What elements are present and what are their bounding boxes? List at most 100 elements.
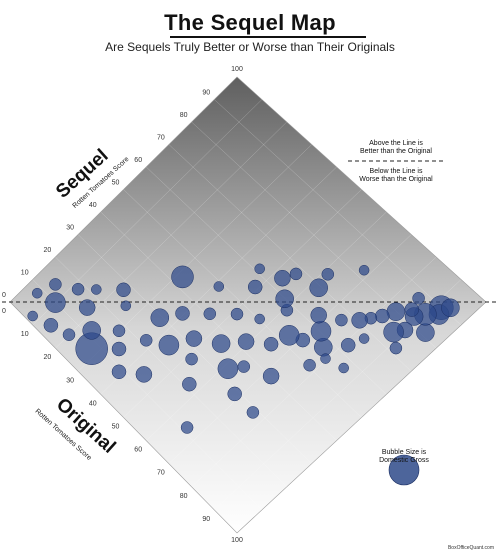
- sequel-bubble: [335, 313, 348, 327]
- sequel-bubble: [116, 282, 131, 298]
- sequel-tick-label: 70: [157, 135, 165, 142]
- sequel-bubble: [171, 265, 194, 289]
- sequel-tick-label: 50: [112, 180, 120, 187]
- chart-diamond-background: [9, 76, 487, 534]
- original-tick-label: 20: [44, 354, 52, 361]
- sequel-bubble: [237, 333, 255, 350]
- sequel-bubble: [182, 376, 197, 392]
- gridline-original: [100, 166, 337, 395]
- sequel-bubble: [78, 299, 96, 316]
- gridline-sequel: [214, 99, 462, 326]
- gridline-sequel: [77, 234, 312, 464]
- gridline-original: [168, 234, 412, 464]
- below-line-note-1: Below the Line is: [370, 168, 423, 175]
- sequel-bubble: [404, 302, 420, 317]
- above-line-note-2: Better than the Original: [360, 148, 432, 155]
- sequel-bubble: [275, 289, 294, 309]
- source-credit: BoxOfficeQuant.com: [447, 545, 494, 551]
- original-tick-label: 0: [2, 308, 6, 315]
- sequel-bubble: [139, 334, 153, 347]
- sequel-bubble: [320, 353, 331, 364]
- sequel-bubble: [351, 312, 368, 329]
- sequel-bubble: [358, 264, 370, 276]
- sequel-bubble: [289, 267, 303, 281]
- sequel-bubble: [340, 337, 356, 353]
- sequel-bubble: [91, 284, 102, 295]
- sequel-bubble: [211, 334, 231, 353]
- gridline-sequel: [55, 256, 287, 487]
- bubble-size-note-1: Bubble Size is: [382, 449, 427, 456]
- sequel-bubble: [175, 306, 190, 321]
- sequel-bubble: [389, 341, 403, 355]
- gridline-sequel: [168, 144, 412, 372]
- below-line-note-2: Worse than the Original: [359, 176, 433, 183]
- chart-title: The Sequel Map: [164, 10, 336, 35]
- sequel-bubble: [203, 307, 217, 321]
- sequel-bubble: [150, 308, 170, 327]
- sequel-bubble: [416, 323, 435, 342]
- original-tick-label: 100: [231, 537, 243, 544]
- original-tick-label: 60: [134, 447, 142, 454]
- chart-subtitle: Are Sequels Truly Better or Worse than T…: [105, 40, 395, 54]
- bubbles: [27, 263, 460, 434]
- original-tick-label: 30: [66, 377, 74, 384]
- original-tick-label: 70: [157, 470, 165, 477]
- sequel-bubble: [262, 367, 280, 385]
- sequel-bubble: [230, 307, 244, 321]
- sequel-bubble: [246, 406, 260, 419]
- sequel-bubble: [31, 287, 43, 299]
- sequel-tick-label: 0: [2, 292, 6, 299]
- sequel-bubble: [111, 364, 127, 380]
- sequel-bubble: [237, 360, 251, 373]
- sequel-bubble: [321, 268, 335, 281]
- sequel-bubble: [254, 263, 265, 275]
- sequel-tick-label: 10: [21, 270, 29, 277]
- sequel-bubble: [49, 278, 62, 291]
- original-tick-label: 90: [202, 516, 210, 523]
- sequel-bubble: [185, 352, 198, 366]
- sequel-bubble: [386, 302, 406, 321]
- sequel-bubble: [120, 300, 132, 312]
- axis-ticks: 0 10 20 30 40 50 60 70 80 90 100 0 10 20 30 40 50 60 70 80 9…: [2, 66, 243, 544]
- original-axis-title: Original: [52, 394, 119, 458]
- sequel-bubble: [227, 386, 242, 402]
- sequel-tick-label: 40: [89, 202, 97, 209]
- sequel-bubble: [71, 282, 85, 296]
- sequel-bubble: [310, 306, 327, 324]
- sequel-bubble: [274, 269, 291, 287]
- gridline-sequel: [123, 189, 362, 418]
- sequel-bubble: [441, 298, 460, 318]
- sequel-tick-label: 60: [134, 157, 142, 164]
- gridline-sequel: [100, 211, 337, 441]
- bubble-size-note-2: Domestic Gross: [379, 457, 429, 464]
- legend-bubble: [388, 454, 420, 486]
- sequel-bubble: [263, 336, 279, 352]
- sequel-tick-label: 20: [44, 247, 52, 254]
- title-underline: [170, 36, 366, 38]
- above-line-note-1: Above the Line is: [369, 140, 423, 147]
- sequel-bubble: [375, 308, 390, 324]
- sequel-tick-label: 80: [180, 112, 188, 119]
- gridline-original: [146, 211, 387, 441]
- original-tick-label: 50: [112, 424, 120, 431]
- sequel-bubble: [278, 325, 300, 346]
- sequel-bubble: [358, 333, 370, 344]
- sequel-bubble: [412, 292, 425, 305]
- sequel-bubble: [158, 334, 180, 356]
- gridline-sequel: [32, 279, 263, 511]
- sequel-tick-label: 30: [66, 225, 74, 232]
- sequel-bubble: [62, 328, 76, 341]
- sequel-bubble: [43, 318, 59, 333]
- gridline-original: [32, 99, 263, 326]
- original-tick-label: 40: [89, 400, 97, 407]
- sequel-bubble: [310, 320, 332, 342]
- sequel-bubble: [217, 358, 239, 379]
- sequel-bubble: [82, 321, 101, 340]
- sequel-tick-label: 100: [231, 66, 243, 73]
- sequel-bubble: [303, 358, 316, 372]
- sequel-bubble: [111, 341, 127, 357]
- sequel-bubble: [338, 362, 349, 374]
- sequel-bubble: [213, 281, 225, 292]
- sequel-bubble: [112, 324, 126, 338]
